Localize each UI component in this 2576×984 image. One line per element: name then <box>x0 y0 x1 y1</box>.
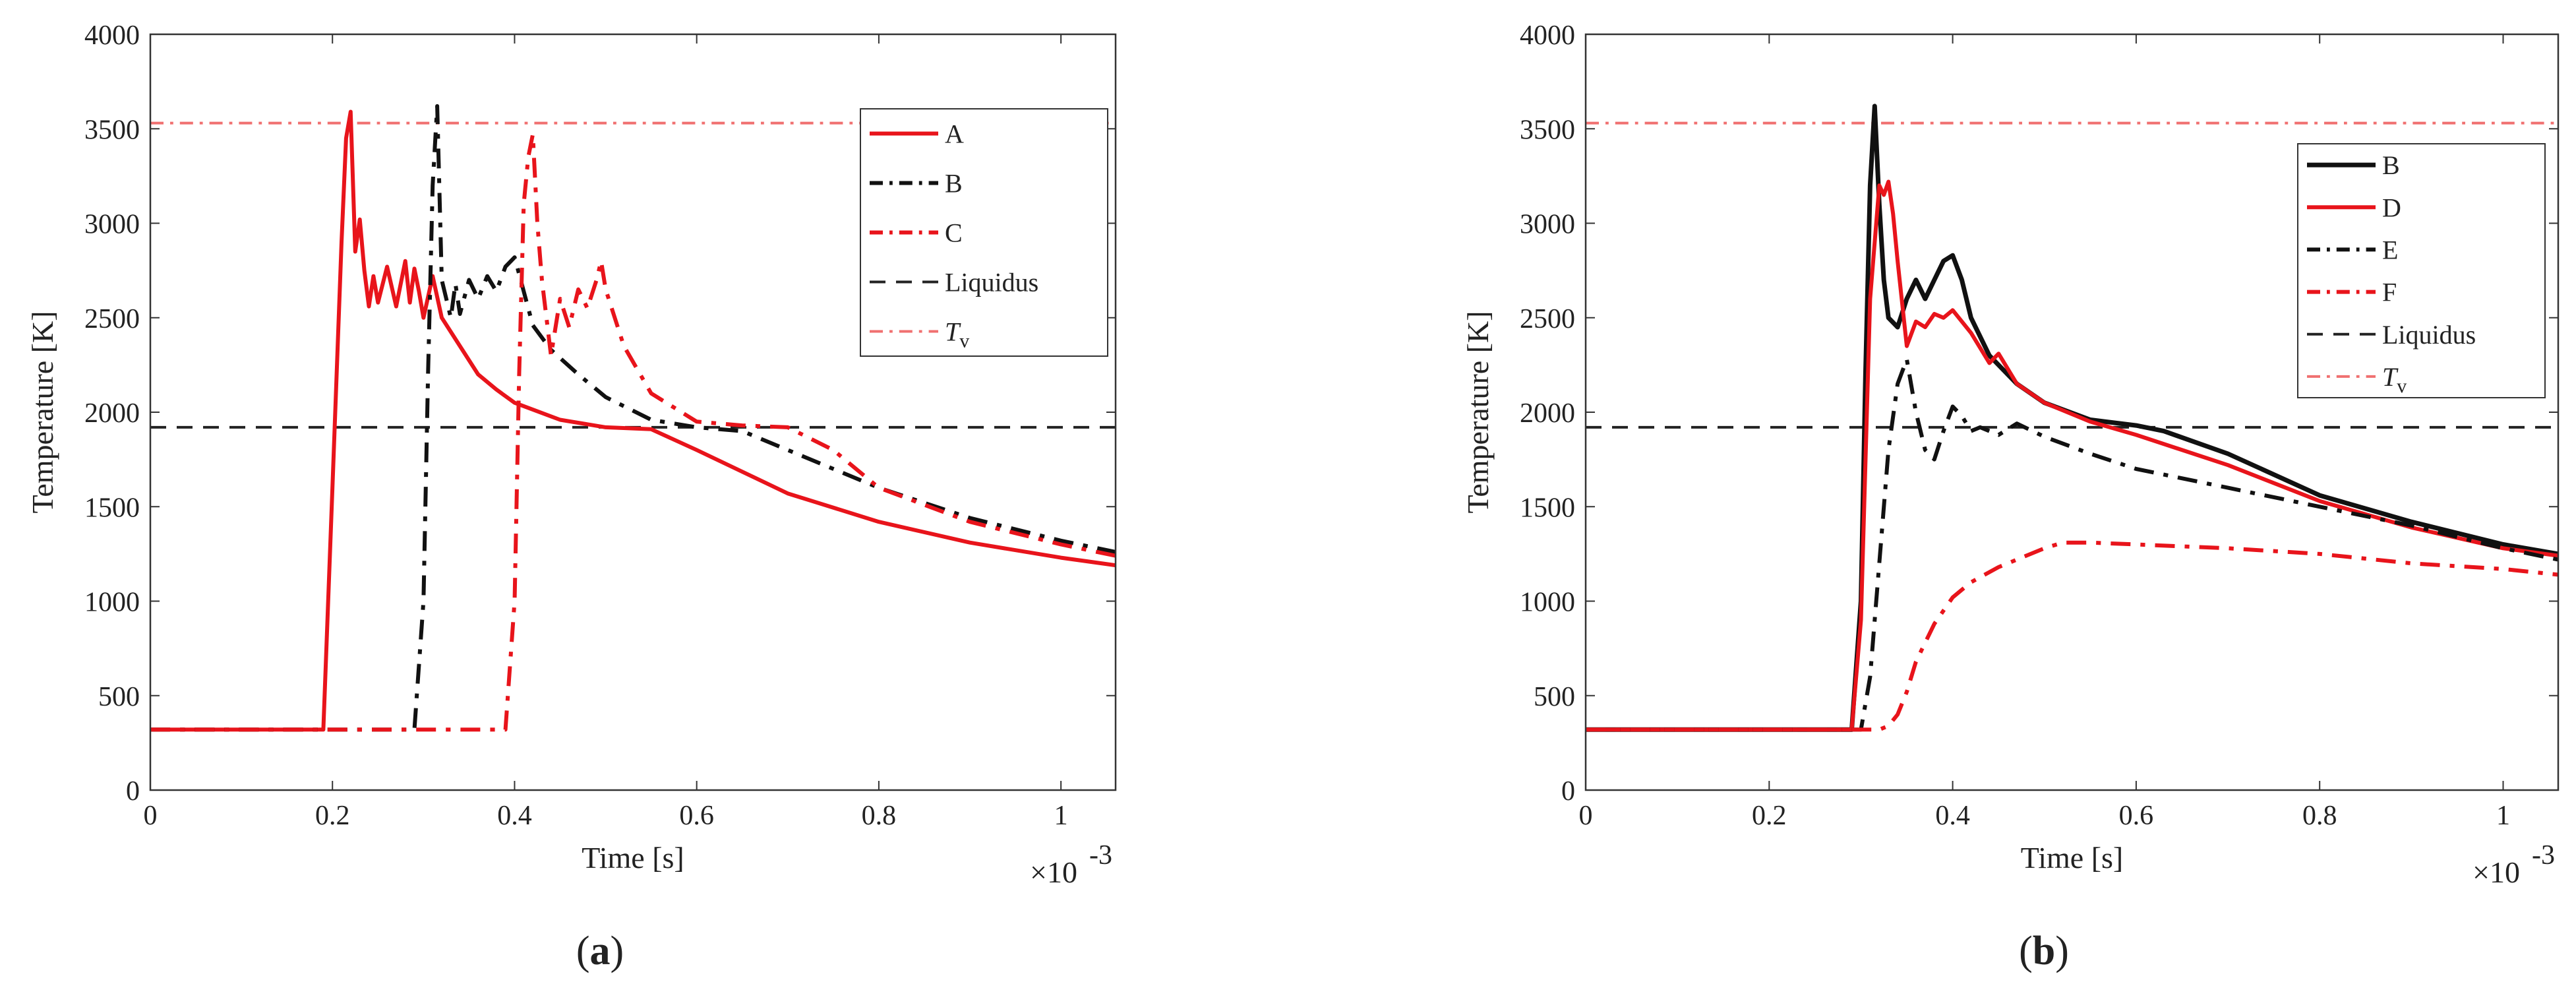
y-tick-label: 2000 <box>84 398 140 429</box>
y-tick-label: 3500 <box>84 115 140 145</box>
x-tick-label: 1 <box>1054 801 1068 831</box>
y-tick-label: 4000 <box>84 20 140 51</box>
legend-label-D: D <box>2382 193 2401 222</box>
x-tick-label: 0.4 <box>1935 801 1970 831</box>
x-tick-label: 0.4 <box>497 801 532 831</box>
x-tick-label: 0.8 <box>2302 801 2337 831</box>
series-line-D <box>1586 179 2558 732</box>
x-tick-label: 1 <box>2496 801 2510 831</box>
y-tick-label: 0 <box>126 776 140 807</box>
x-tick-label: 0 <box>144 801 158 831</box>
x-tick-label: 0.6 <box>2119 801 2154 831</box>
legend-label-T: Tv <box>2382 362 2407 397</box>
legend-label-C: C <box>945 218 963 248</box>
axes-box <box>149 33 1117 791</box>
panel-a: 0 0.2 0.4 0.6 0.8 1 0 500 1000 1500 2000 2500 3000 35… <box>26 20 1117 973</box>
x-tick-label: 0.8 <box>862 801 897 831</box>
y-tick-label: 1500 <box>1520 493 1575 523</box>
x-multiplier: ×10 <box>2472 855 2520 889</box>
y-tick-label: 2500 <box>84 304 140 334</box>
panel-b: 0 0.2 0.4 0.6 0.8 1 0 500 1000 1500 2000 2500 3000 35… <box>1461 20 2560 973</box>
legend-label-Liquidus: Liquidus <box>945 268 1038 297</box>
x-multiplier: ×10 <box>1030 855 1077 889</box>
legend-label-B: B <box>945 169 963 199</box>
legend-label-E: E <box>2382 235 2398 264</box>
y-tick-label: 0 <box>1561 776 1575 807</box>
legend-box <box>860 108 1108 357</box>
series-line-A <box>150 109 1116 732</box>
y-tick-label: 1000 <box>84 588 140 618</box>
x-axis-label: Time [s] <box>582 841 684 875</box>
plot-area <box>1586 104 2558 732</box>
panel-label: (a) <box>576 929 624 973</box>
y-tick-label: 2500 <box>1520 304 1575 334</box>
x-tick-label: 0.6 <box>679 801 714 831</box>
x-tick-label: 0.2 <box>1752 801 1787 831</box>
y-tick-label: 4000 <box>1520 20 1575 51</box>
x-multiplier-exponent: -3 <box>2532 840 2555 871</box>
y-tick-label: 1000 <box>1520 588 1575 618</box>
legend-label-A: A <box>945 119 964 149</box>
legend-label-B: B <box>2382 150 2400 180</box>
x-tick-label: 0 <box>1579 801 1593 831</box>
y-tick-label: 3500 <box>1520 115 1575 145</box>
x-axis-label: Time [s] <box>2021 841 2124 875</box>
y-axis-label: Temperature [K] <box>1461 311 1495 513</box>
series-line-E <box>1586 357 2558 732</box>
panel-label: (b) <box>2019 929 2069 973</box>
legend: ABC Liquidus Tv <box>860 108 1108 357</box>
legend-box <box>2297 143 2546 398</box>
y-tick-label: 3000 <box>1520 210 1575 240</box>
axes-box <box>1584 33 2560 791</box>
x-multiplier-exponent: -3 <box>1089 840 1112 871</box>
series-line-B <box>150 104 1116 732</box>
legend-label-Liquidus: Liquidus <box>2382 320 2476 350</box>
series-line-C <box>150 132 1116 732</box>
y-tick-label: 500 <box>1534 682 1575 712</box>
y-tick-label: 500 <box>98 682 140 712</box>
plot-area <box>150 104 1116 732</box>
series-line-B <box>1586 104 2558 732</box>
y-tick-label: 3000 <box>84 210 140 240</box>
legend-label-T: Tv <box>945 317 969 352</box>
x-tick-label: 0.2 <box>315 801 350 831</box>
legend-label-F: F <box>2382 278 2397 307</box>
y-tick-label: 1500 <box>84 493 140 523</box>
y-tick-label: 2000 <box>1520 398 1575 429</box>
series-line-F <box>1586 540 2558 732</box>
y-axis-label: Temperature [K] <box>26 311 59 513</box>
